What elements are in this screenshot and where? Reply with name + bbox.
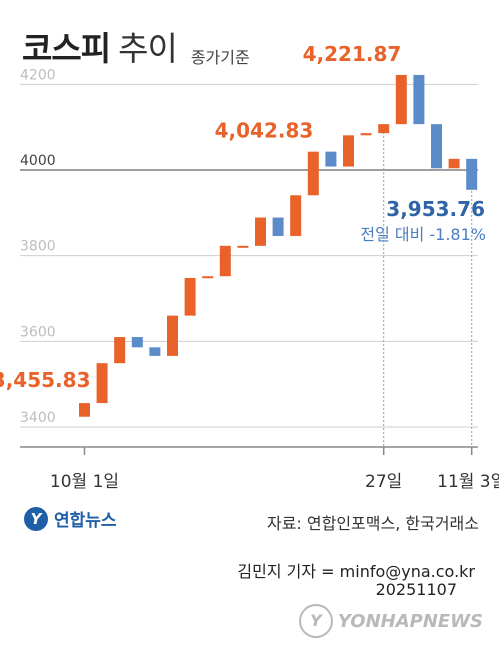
waterfall-bar [114,337,126,364]
waterfall-bar [167,315,178,356]
waterfall-bar [360,133,372,136]
yonhap-logo-icon: Y [24,506,48,531]
yonhap-logo-text: 연합뉴스 [54,511,117,531]
waterfall-bar [237,245,249,248]
watermark-icon: Y [298,604,333,638]
x-tick-label: 10월 1일 [50,472,119,492]
y-tick-label: 4200 [20,67,56,83]
waterfall-bar [202,276,214,279]
y-tick-label: 3800 [20,239,56,255]
waterfall-bar [272,217,284,236]
waterfall-bar [448,158,460,169]
y-tick-label: 3600 [20,324,56,340]
waterfall-bar [395,74,407,125]
chart-title: 코스피 추이 종가기준 [22,22,250,70]
y-tick-label: 4000 [20,153,56,169]
waterfall-bar [79,403,90,417]
date-code: 20251107 [375,580,457,599]
waterfall-bar [378,124,390,134]
x-tick-label: 11월 3일 [437,472,499,492]
watermark-text: YONHAPNEWS [337,610,483,632]
waterfall-bar [290,195,302,236]
waterfall-bar [343,135,354,167]
waterfall-bar [219,245,231,277]
value-annotation: 4,221.87 [303,42,402,66]
waterfall-bar [96,363,108,404]
waterfall-bar [325,151,337,167]
title-light: 추이 [118,29,178,68]
title-bold: 코스피 [22,29,111,68]
waterfall-bar [413,74,425,125]
value-annotation: 4,042.83 [215,119,314,143]
reporter-credit: 김민지 기자 = minfo@yna.co.kr [237,562,475,581]
value-annotation: 3,953.76 [386,197,485,221]
waterfall-bar [149,347,161,356]
waterfall-bar [184,277,196,316]
waterfall-bar [255,217,266,246]
title-subtitle: 종가기준 [190,47,250,67]
change-annotation: 전일 대비 -1.81% [360,225,486,244]
yonhap-logo: Y 연합뉴스 [24,506,117,531]
source-note: 자료: 연합인포맥스, 한국거래소 [266,514,479,533]
yonhapnews-watermark: Y YONHAPNEWS [298,604,483,638]
waterfall-bar [431,124,442,169]
waterfall-bar [131,337,143,348]
y-tick-label: 3400 [20,410,56,426]
value-annotation: 3,455.83 [0,368,91,392]
x-tick-label: 27일 [365,472,402,492]
waterfall-bar [466,158,478,190]
waterfall-bar [307,151,319,196]
